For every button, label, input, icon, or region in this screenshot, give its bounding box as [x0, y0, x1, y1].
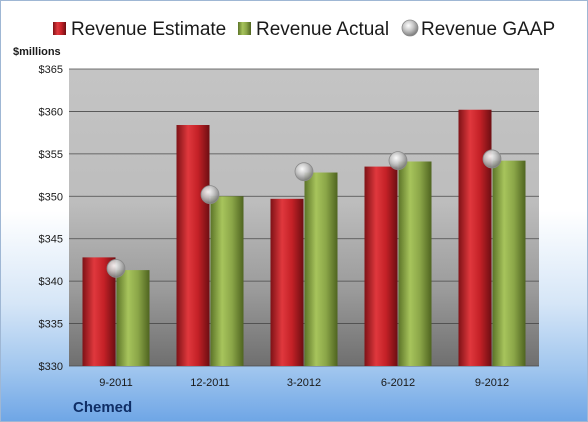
marker-revenue-gaap [388, 151, 408, 171]
legend: Revenue Estimate Revenue Actual Revenue … [53, 19, 555, 40]
y-axis-unit-label: $millions [13, 46, 61, 58]
x-axis-ticks: 9-2011 12-2011 3-2012 6-2012 9-2012 [99, 377, 509, 389]
bar-revenue-actual [210, 196, 244, 366]
x-tick-label: 3-2012 [287, 377, 321, 389]
legend-label-revenue-gaap: Revenue GAAP [421, 19, 555, 40]
bars [82, 109, 526, 367]
y-tick-label: $335 [39, 319, 63, 331]
y-tick-label: $330 [39, 361, 63, 373]
legend-swatch-revenue-actual [238, 22, 251, 35]
company-label: Chemed [73, 399, 132, 416]
legend-label-revenue-actual: Revenue Actual [256, 19, 389, 40]
marker-revenue-gaap [482, 149, 502, 169]
bar-revenue-actual [492, 160, 526, 366]
y-tick-label: $350 [39, 191, 63, 203]
bar-revenue-actual [116, 270, 150, 366]
bar-revenue-estimate [364, 166, 398, 366]
marker-revenue-gaap [200, 185, 220, 204]
y-axis-ticks: $330 $335 $340 $345 $350 $355 $360 $365 [39, 64, 63, 373]
bar-revenue-estimate [176, 125, 210, 367]
legend-label-revenue-estimate: Revenue Estimate [71, 19, 226, 40]
y-tick-label: $345 [39, 234, 63, 246]
y-tick-label: $355 [39, 149, 63, 161]
x-tick-label: 9-2011 [99, 377, 132, 389]
legend-swatch-revenue-estimate [53, 22, 66, 35]
bar-revenue-estimate [458, 109, 492, 366]
x-tick-label: 9-2012 [475, 377, 509, 389]
legend-marker-revenue-gaap [401, 19, 419, 37]
gaap-markers [106, 149, 502, 278]
y-tick-label: $360 [39, 106, 63, 118]
x-tick-label: 12-2011 [190, 377, 230, 389]
bar-revenue-actual [304, 172, 338, 366]
marker-revenue-gaap [294, 162, 314, 182]
bar-revenue-actual [398, 161, 432, 366]
y-tick-label: $340 [39, 276, 63, 288]
marker-revenue-gaap [106, 259, 126, 278]
x-tick-label: 6-2012 [381, 377, 415, 389]
y-tick-label: $365 [39, 64, 63, 76]
bar-revenue-estimate [270, 198, 304, 366]
